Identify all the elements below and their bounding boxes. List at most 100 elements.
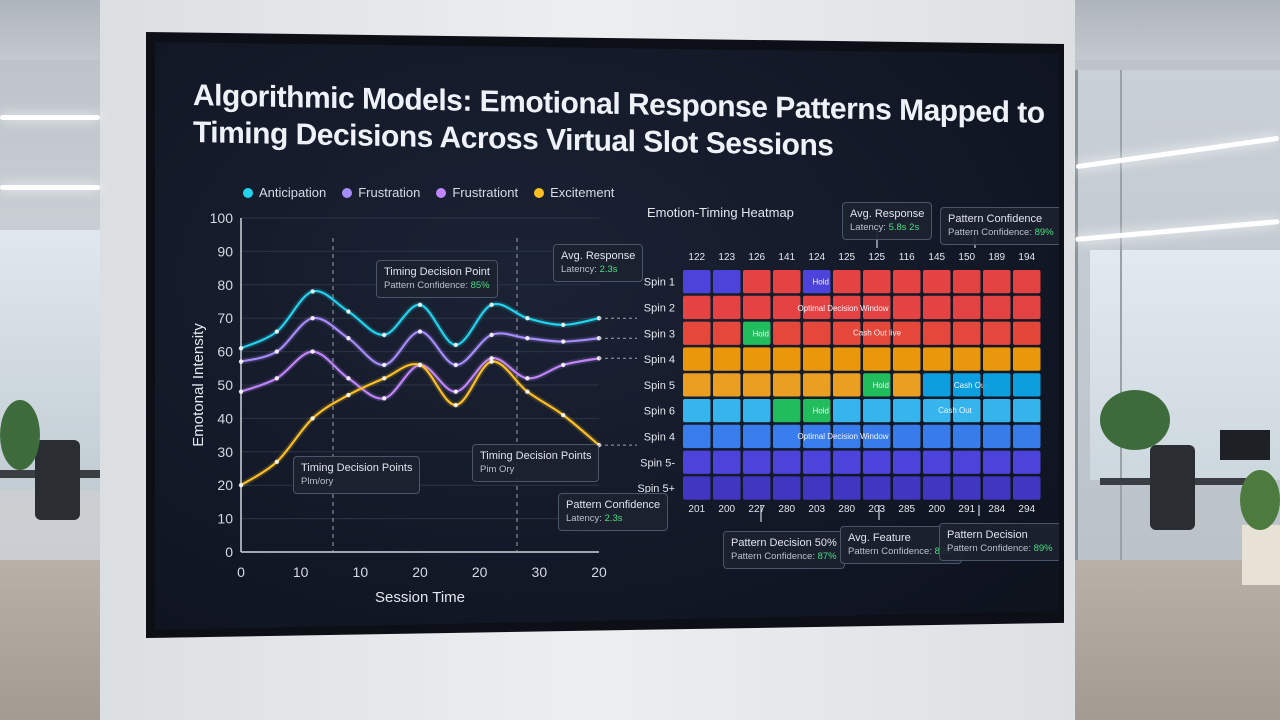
y-tick-label: 80 — [217, 277, 233, 293]
y-tick-label: 0 — [225, 544, 233, 560]
heatmap-cell — [713, 295, 741, 320]
heatmap-cell — [803, 270, 831, 294]
series-point — [489, 332, 494, 338]
y-tick-label: 10 — [217, 511, 233, 527]
heatmap-cell — [863, 295, 891, 320]
series-point — [561, 412, 566, 418]
heatmap-cell — [803, 399, 831, 423]
heatmap-cell — [803, 321, 831, 345]
heatmap-cell — [683, 399, 711, 423]
heatmap-cell — [683, 270, 711, 294]
heatmap-row-label: Spin 5- — [640, 457, 675, 469]
heatmap-cell — [1013, 295, 1041, 320]
heatmap-column-label: 124 — [808, 252, 825, 263]
series-point — [382, 396, 387, 401]
callout-value: 5.8s 2s — [888, 222, 920, 233]
heatmap-cell — [983, 424, 1011, 449]
heatmap-cell — [923, 270, 951, 294]
callout-pattern-decision-bottom-right: Pattern Decision Pattern Confidence: 89% — [939, 523, 1059, 561]
heatmap-cell — [893, 270, 921, 294]
series-point — [561, 339, 566, 344]
heatmap-column-label: 125 — [868, 252, 885, 263]
heatmap-cell — [833, 450, 861, 474]
callout-timing-decision-points-2: Timing Decision Points Pim Ory — [472, 444, 600, 482]
heatmap-cell — [713, 424, 741, 449]
series-point — [525, 336, 530, 341]
callout-title: Avg. Response — [561, 250, 636, 262]
y-axis-title: Emotonal Intensity — [190, 323, 207, 447]
heatmap-column-label: 122 — [688, 252, 705, 263]
heatmap-cell — [833, 399, 861, 423]
callout-title: Pattern Decision — [947, 529, 1028, 541]
heatmap-column-label-bottom: 284 — [988, 504, 1005, 515]
callout-title: Pattern Confidence — [566, 499, 661, 511]
heatmap-row-label: Spin 5 — [644, 380, 675, 392]
callout-subtitle: Pattern Confidence: 89% — [848, 545, 954, 559]
heatmap-cell-label: Cash Out — [954, 381, 989, 390]
plant — [1100, 390, 1170, 450]
callout-title: Avg. Feature — [848, 532, 911, 544]
callout-subtitle: Pattern Confidence: 89% — [947, 542, 1053, 556]
heatmap-cell — [773, 373, 801, 397]
heatmap-cell — [863, 399, 891, 423]
heatmap-cell — [803, 347, 831, 371]
callout-sub-label: Latency: — [850, 222, 889, 233]
heatmap-cell-label: Hold — [813, 407, 829, 416]
x-tick-label: 0 — [237, 564, 245, 580]
series-point — [238, 346, 244, 351]
heatmap-cell-label: Hold — [813, 278, 829, 287]
series-point — [346, 336, 351, 341]
heatmap-cell — [923, 450, 951, 474]
heatmap-row-label: Spin 2 — [644, 302, 675, 314]
callout-pattern-confidence-heatmap: Pattern Confidence Pattern Confidence: 8… — [940, 207, 1059, 245]
heatmap-cell — [863, 347, 891, 371]
x-tick-label: 20 — [591, 564, 607, 580]
legend-item-frustrationt: Frustrationt — [436, 185, 518, 200]
heatmap-cell — [983, 373, 1011, 397]
heatmap-cell — [743, 321, 771, 345]
callout-title: Timing Decision Points — [301, 462, 413, 474]
heatmap-column-label-bottom: 294 — [1018, 504, 1035, 515]
heatmap-cell — [893, 399, 921, 423]
callout-title: Pattern Confidence — [948, 213, 1043, 225]
series-point — [238, 359, 244, 364]
callout-pattern-confidence-line: Pattern Confidence Latency: 2.3s — [558, 493, 669, 531]
heatmap-column-label-bottom: 203 — [868, 504, 885, 515]
series-point — [310, 416, 315, 421]
heatmap-cell — [713, 321, 741, 345]
heatmap-column-label: 189 — [988, 252, 1005, 263]
heatmap-cell — [833, 476, 861, 500]
series-point — [346, 376, 351, 381]
heatmap-cell — [833, 347, 861, 371]
legend-swatch — [342, 187, 353, 198]
callout-value: 89% — [1034, 227, 1054, 238]
y-tick-label: 70 — [217, 310, 233, 326]
callout-pattern-decision-bottom-left: Pattern Decision 50% Pattern Confidence:… — [723, 531, 845, 569]
heatmap-cell — [953, 450, 981, 474]
heatmap-cell — [683, 424, 711, 449]
heatmap-cell — [923, 373, 951, 397]
heatmap-cell — [683, 373, 711, 397]
heatmap-cell — [773, 270, 801, 294]
heatmap-column-label: 126 — [748, 252, 765, 263]
series-point — [310, 349, 315, 354]
y-tick-label: 60 — [217, 344, 233, 360]
series-point — [310, 316, 315, 321]
legend-item-frustration: Frustration — [342, 185, 420, 200]
heatmap-cell — [833, 295, 861, 320]
series-point — [382, 362, 387, 368]
heatmap-cell — [1013, 399, 1041, 423]
heatmap-cell — [863, 373, 891, 397]
callout-subtitle: Pattern Confidence: 87% — [731, 550, 837, 564]
heatmap-cell — [803, 373, 831, 397]
ceiling-light — [0, 185, 100, 190]
heatmap-cell — [893, 476, 921, 500]
heatmap-row-label: Spin 4 — [644, 354, 675, 366]
glass-frame — [1075, 70, 1078, 720]
heatmap-cell — [923, 347, 951, 371]
heatmap-cell — [773, 450, 801, 474]
heatmap-cell — [833, 270, 861, 294]
heatmap-cell — [863, 321, 891, 345]
heatmap-cell — [773, 321, 801, 345]
heatmap-annotation: Optimal Decision Window — [797, 432, 888, 441]
